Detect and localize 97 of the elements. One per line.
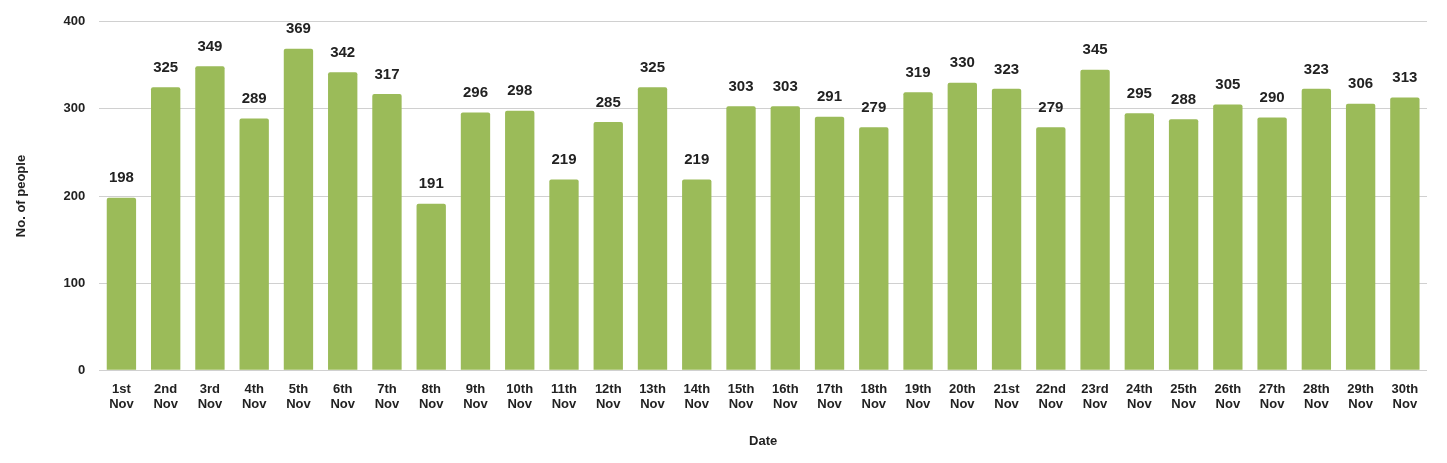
data-label: 289 xyxy=(241,89,267,107)
x-tick-label: 23rd Nov xyxy=(1081,380,1109,412)
bar xyxy=(1168,119,1199,370)
x-tick-label: 3rd Nov xyxy=(197,380,223,412)
bar xyxy=(593,121,623,370)
bar xyxy=(770,106,800,370)
y-tick-label: 0 xyxy=(78,361,86,377)
data-label: 288 xyxy=(1171,89,1197,107)
bar xyxy=(505,110,535,370)
bar xyxy=(1213,104,1243,370)
data-label: 325 xyxy=(639,57,666,75)
y-tick-label: 300 xyxy=(63,100,86,116)
x-tick-label: 30th Nov xyxy=(1391,380,1419,412)
bar xyxy=(1257,117,1287,370)
bar xyxy=(460,112,491,370)
data-label: 291 xyxy=(817,87,843,105)
x-tick-label: 19th Nov xyxy=(904,380,932,412)
x-tick-label: 28th Nov xyxy=(1302,380,1330,412)
data-label: 345 xyxy=(1082,40,1108,58)
y-tick-label: 200 xyxy=(63,187,86,203)
x-tick-label: 4th Nov xyxy=(241,380,268,412)
data-label: 198 xyxy=(108,168,134,186)
data-label: 295 xyxy=(1126,83,1152,101)
x-tick-label: 25th Nov xyxy=(1170,380,1198,412)
x-tick-label: 8th Nov xyxy=(418,380,445,412)
bar xyxy=(1080,69,1110,370)
data-label: 219 xyxy=(684,150,710,168)
bar xyxy=(682,179,712,370)
bar xyxy=(726,106,756,370)
data-label: 219 xyxy=(551,150,577,168)
x-tick-label: 18th Nov xyxy=(860,380,888,412)
data-label: 279 xyxy=(1038,97,1064,115)
x-tick-label: 1st Nov xyxy=(109,380,135,412)
x-tick-label: 22nd Nov xyxy=(1035,380,1067,412)
data-label: 279 xyxy=(861,97,887,115)
bar xyxy=(1390,97,1420,370)
x-tick-label: 15th Nov xyxy=(727,380,755,412)
x-tick-label: 26th Nov xyxy=(1214,380,1242,412)
y-axis-title: No. of people xyxy=(13,154,29,238)
data-label: 306 xyxy=(1348,74,1374,92)
x-tick-label: 12th Nov xyxy=(594,380,622,412)
data-label: 303 xyxy=(772,76,798,94)
bar xyxy=(947,82,977,370)
data-label: 290 xyxy=(1259,88,1285,106)
bar xyxy=(239,118,269,370)
bar xyxy=(637,87,668,370)
bar xyxy=(151,87,181,370)
data-label: 325 xyxy=(153,57,179,75)
bar xyxy=(549,179,579,370)
data-label: 285 xyxy=(595,92,621,110)
y-tick-label: 400 xyxy=(63,13,86,29)
data-label: 330 xyxy=(949,53,975,71)
bar xyxy=(991,88,1022,370)
x-tick-label: 9th Nov xyxy=(463,380,489,412)
x-tick-label: 20th Nov xyxy=(948,380,976,412)
x-tick-label: 13th Nov xyxy=(639,380,666,412)
bar xyxy=(859,127,889,370)
data-label: 319 xyxy=(905,62,931,80)
data-label: 317 xyxy=(374,64,400,82)
bar xyxy=(372,94,402,370)
x-tick-label: 10th Nov xyxy=(506,380,534,412)
bar xyxy=(1345,103,1376,370)
bar xyxy=(1124,113,1154,370)
bar xyxy=(903,92,933,370)
data-label: 323 xyxy=(994,59,1020,77)
bar xyxy=(328,72,358,370)
x-tick-label: 6th Nov xyxy=(330,380,356,412)
data-label: 323 xyxy=(1303,59,1329,77)
x-tick-label: 29th Nov xyxy=(1347,380,1375,412)
bar xyxy=(1036,127,1066,370)
data-label: 313 xyxy=(1392,68,1418,86)
bar xyxy=(416,203,446,370)
x-tick-label: 27th Nov xyxy=(1258,380,1286,412)
data-label: 369 xyxy=(285,19,311,37)
bar xyxy=(106,197,137,370)
x-tick-label: 7th Nov xyxy=(374,380,401,412)
data-label: 298 xyxy=(507,81,533,99)
data-label: 342 xyxy=(330,42,356,60)
bar xyxy=(195,66,225,370)
x-tick-label: 24th Nov xyxy=(1125,380,1153,412)
bar xyxy=(283,48,314,370)
data-label: 305 xyxy=(1215,75,1241,93)
x-tick-label: 11th Nov xyxy=(550,380,578,412)
x-tick-label: 17th Nov xyxy=(816,380,843,412)
x-tick-label: 2nd Nov xyxy=(153,380,179,412)
x-tick-label: 5th Nov xyxy=(286,380,312,412)
bar xyxy=(1301,88,1332,370)
y-tick-label: 100 xyxy=(63,274,86,290)
bar xyxy=(814,116,845,370)
x-axis-title: Date xyxy=(749,432,778,448)
data-label: 296 xyxy=(462,83,488,101)
x-tick-label: 21st Nov xyxy=(993,380,1021,412)
data-label: 303 xyxy=(728,76,754,94)
data-label: 349 xyxy=(197,36,223,54)
x-tick-label: 14th Nov xyxy=(683,380,711,412)
data-label: 191 xyxy=(418,174,444,192)
x-tick-label: 16th Nov xyxy=(771,380,799,412)
